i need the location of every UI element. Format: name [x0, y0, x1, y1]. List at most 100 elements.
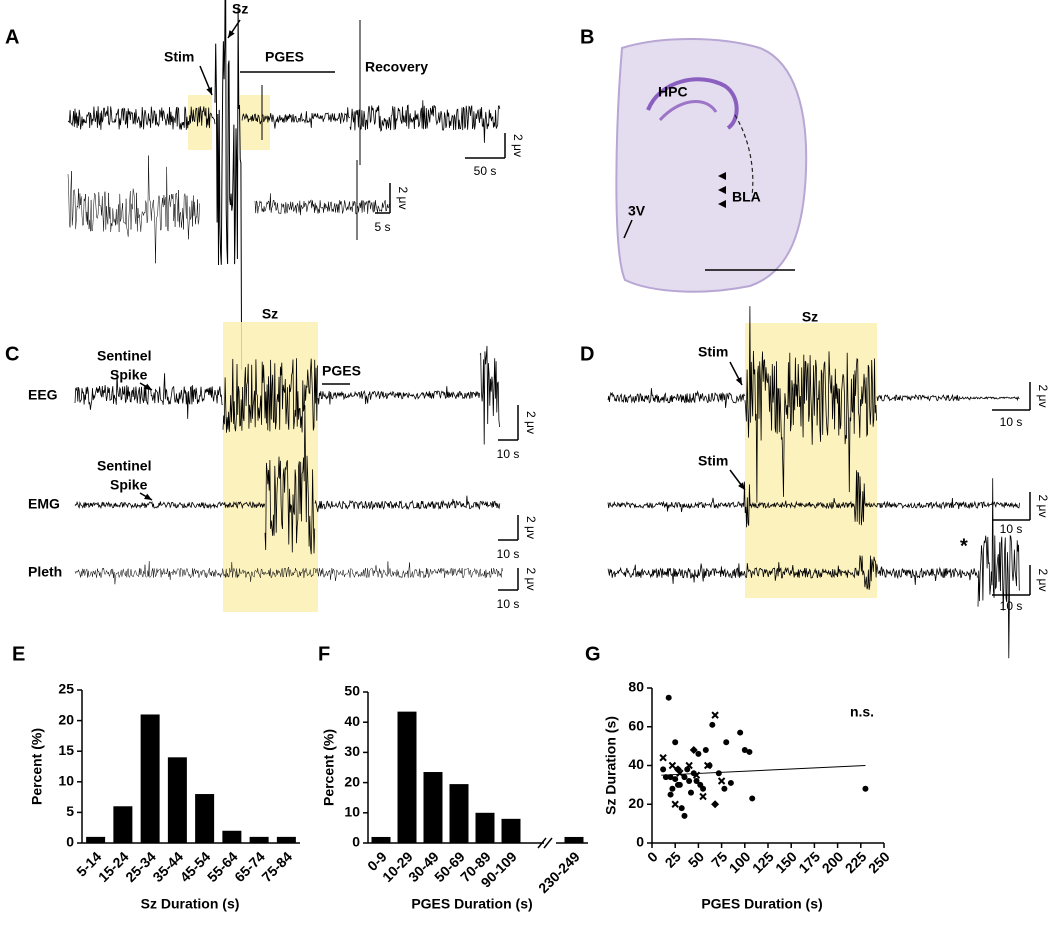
label: Sentinel	[97, 458, 151, 474]
x-axis-label: PGES Duration (s)	[411, 896, 532, 912]
point	[702, 747, 709, 753]
scale-label: 2 μv	[524, 411, 538, 434]
arrow-head	[738, 482, 745, 490]
x-tick-label: 35-44	[149, 848, 186, 885]
emg-trace	[264, 404, 316, 555]
y-tick-label: 15	[58, 742, 74, 758]
bar	[195, 794, 215, 843]
eeg-trace	[479, 345, 500, 445]
point	[721, 785, 728, 792]
point	[659, 754, 667, 762]
scale-label: 2 μv	[1036, 495, 1050, 518]
x-tick-label: 100	[726, 848, 754, 876]
bar	[167, 757, 187, 843]
label: BLA	[732, 189, 761, 205]
point	[672, 739, 679, 746]
x-tick-label: 150	[772, 848, 800, 876]
scale-label: 10 s	[1000, 415, 1023, 429]
label: 3V	[628, 203, 646, 219]
scale-label: 2 μv	[524, 516, 538, 539]
bar	[423, 772, 443, 843]
x-tick-label: 55-64	[204, 848, 241, 885]
x-axis-label: PGES Duration (s)	[701, 896, 822, 912]
label: D	[580, 343, 594, 365]
x-tick-label: 25-34	[122, 848, 159, 885]
y-tick-label: 20	[628, 795, 644, 811]
scale-label: 5 s	[374, 220, 390, 234]
point	[660, 766, 667, 773]
x-tick-label: 65-74	[231, 848, 268, 885]
arrow-head	[206, 87, 213, 95]
pleth-trace	[607, 555, 978, 590]
point	[687, 789, 694, 796]
point	[700, 785, 707, 792]
y-tick-label: 60	[628, 717, 644, 733]
x-tick-label: 200	[819, 848, 847, 876]
label: Spike	[110, 477, 148, 493]
emg-trace	[74, 500, 266, 510]
label: Pleth	[28, 564, 62, 580]
label: Stim	[164, 49, 194, 65]
point	[662, 774, 669, 781]
point	[703, 761, 712, 770]
panel-b-brain	[615, 38, 808, 293]
bar	[397, 711, 417, 843]
bar	[140, 714, 160, 843]
inset-trace	[67, 155, 200, 264]
point	[693, 778, 700, 784]
emg-trace	[314, 495, 501, 513]
label: HPC	[658, 84, 688, 100]
label: *	[960, 535, 968, 557]
x-axis-label: Sz Duration (s)	[141, 896, 240, 912]
label: Stim	[698, 453, 728, 469]
label: Sz	[232, 1, 248, 17]
arrow-head	[228, 30, 235, 38]
x-tick-label: 0	[644, 848, 661, 865]
point	[711, 711, 719, 719]
eeg-trace	[74, 372, 223, 419]
y-tick-label: 30	[344, 743, 360, 759]
arrowheads	[718, 172, 726, 208]
scale-label: 2 μv	[524, 568, 538, 591]
scale-label: 10 s	[1000, 522, 1023, 536]
label: C	[5, 343, 19, 365]
y-tick-label: 0	[352, 834, 360, 850]
eeg-trace	[607, 388, 745, 408]
label: A	[5, 26, 19, 48]
point	[678, 805, 685, 812]
scale-label: 10 s	[1000, 599, 1023, 613]
point	[674, 781, 681, 788]
label: EEG	[28, 387, 58, 403]
point	[692, 771, 701, 779]
arrow	[623, 219, 633, 239]
point	[749, 795, 756, 802]
point	[717, 777, 726, 785]
scale-label: 2 μv	[1036, 385, 1050, 408]
point	[672, 776, 679, 783]
emg-trace	[607, 470, 1020, 528]
scale-label: 10 s	[497, 597, 520, 611]
x-tick-label: 250	[865, 848, 893, 876]
y-tick-label: 40	[344, 713, 360, 729]
bar	[371, 836, 391, 843]
bar	[475, 812, 495, 843]
label: Sz	[262, 306, 278, 322]
brain-section	[615, 38, 808, 293]
point	[673, 765, 682, 774]
scale-label: 2 μv	[511, 134, 525, 157]
bar	[113, 806, 133, 843]
point	[671, 800, 679, 808]
label: G	[585, 643, 601, 665]
point	[737, 729, 744, 736]
bar	[222, 830, 242, 843]
label: PGES	[265, 49, 304, 65]
scale-label: 2 μv	[1036, 569, 1050, 592]
axis-break	[537, 837, 547, 849]
y-tick-label: 20	[58, 711, 74, 727]
label: Stim	[698, 344, 728, 360]
x-tick-label: 230-249	[535, 848, 583, 896]
label: E	[12, 643, 25, 665]
eeg-trace	[959, 395, 1020, 402]
y-tick-label: 40	[628, 756, 644, 772]
annotation: n.s.	[850, 704, 874, 720]
